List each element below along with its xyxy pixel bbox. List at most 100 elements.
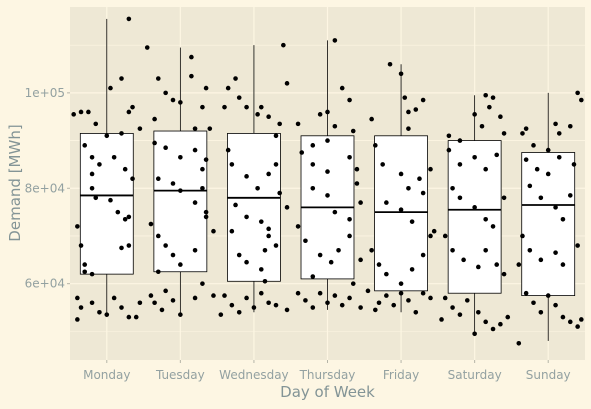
- data-point: [317, 290, 323, 296]
- data-point: [236, 309, 242, 315]
- data-point: [376, 300, 382, 306]
- data-point: [233, 76, 238, 81]
- data-point: [86, 109, 91, 115]
- data-point: [93, 121, 99, 127]
- data-point: [442, 295, 448, 301]
- x-tick-label: Tuesday: [155, 368, 205, 382]
- x-axis-ticks: Monday Tuesday Wednesday Thursday Friday Satu…: [83, 360, 571, 382]
- data-point: [277, 190, 282, 196]
- data-point: [192, 295, 198, 301]
- data-point: [295, 121, 301, 127]
- data-point: [273, 243, 279, 248]
- data-point: [575, 243, 580, 248]
- data-point: [78, 243, 84, 248]
- data-point: [122, 166, 128, 172]
- data-point: [178, 188, 183, 193]
- data-point: [159, 307, 165, 313]
- data-point: [501, 195, 507, 201]
- data-point: [266, 300, 271, 306]
- data-point: [406, 126, 411, 131]
- data-point: [402, 95, 408, 100]
- data-point: [538, 195, 544, 201]
- data-point: [490, 224, 496, 229]
- data-point: [483, 166, 488, 172]
- data-point: [126, 314, 132, 320]
- data-point: [384, 200, 389, 205]
- data-point: [303, 298, 308, 303]
- data-point: [461, 257, 466, 263]
- data-point: [472, 205, 477, 210]
- data-point: [222, 104, 227, 110]
- data-point: [82, 262, 88, 267]
- data-point: [130, 104, 135, 110]
- data-point: [244, 104, 249, 110]
- data-point: [520, 233, 525, 239]
- data-point: [534, 166, 540, 172]
- data-point: [229, 162, 235, 167]
- data-point: [258, 104, 264, 110]
- data-point: [200, 104, 205, 110]
- data-point: [152, 140, 157, 146]
- data-point: [476, 309, 481, 315]
- data-point: [192, 200, 198, 205]
- data-point: [200, 166, 205, 172]
- iqr-box: [374, 135, 428, 292]
- data-point: [200, 185, 205, 191]
- y-axis-ticks: 6e+04 8e+04 1e+05: [25, 86, 70, 291]
- data-point: [501, 131, 507, 136]
- data-point: [273, 162, 279, 167]
- data-point: [255, 185, 260, 191]
- data-point: [406, 185, 411, 191]
- data-point: [244, 174, 249, 179]
- y-tick-label: 8e+04: [25, 181, 65, 195]
- data-point: [325, 109, 330, 115]
- data-point: [358, 257, 363, 263]
- data-point: [420, 290, 426, 296]
- data-point: [317, 112, 323, 117]
- data-point: [262, 278, 268, 284]
- data-point: [303, 238, 308, 244]
- data-point: [192, 247, 198, 253]
- data-point: [328, 259, 334, 265]
- data-point: [178, 312, 183, 317]
- data-point: [75, 224, 80, 229]
- data-point: [398, 207, 404, 213]
- data-point: [479, 123, 485, 129]
- data-point: [450, 185, 455, 191]
- data-point: [207, 126, 213, 131]
- data-point: [284, 307, 290, 313]
- data-point: [575, 90, 580, 96]
- data-point: [97, 309, 102, 315]
- data-point: [494, 262, 500, 267]
- data-point: [284, 81, 290, 86]
- data-point: [556, 154, 562, 160]
- data-point: [571, 162, 577, 167]
- data-point: [567, 123, 573, 129]
- data-point: [446, 133, 452, 139]
- data-point: [111, 154, 117, 160]
- data-point: [170, 181, 176, 186]
- data-point: [579, 97, 584, 103]
- data-point: [89, 171, 95, 177]
- data-point: [384, 293, 389, 298]
- data-point: [428, 295, 433, 301]
- iqr-box: [447, 140, 502, 294]
- data-point: [130, 176, 135, 182]
- data-point: [520, 131, 525, 136]
- data-point: [78, 305, 84, 310]
- data-point: [295, 224, 301, 229]
- data-point: [310, 162, 316, 167]
- data-point: [545, 147, 551, 153]
- data-point: [225, 147, 231, 153]
- data-point: [373, 143, 378, 148]
- data-point: [384, 271, 389, 277]
- data-point: [417, 176, 422, 182]
- data-point: [236, 95, 242, 100]
- data-point: [406, 109, 411, 115]
- data-point: [560, 314, 566, 320]
- data-point: [450, 305, 455, 310]
- data-point: [115, 209, 121, 215]
- data-point: [325, 169, 330, 174]
- data-point: [310, 143, 316, 148]
- data-point: [498, 114, 503, 120]
